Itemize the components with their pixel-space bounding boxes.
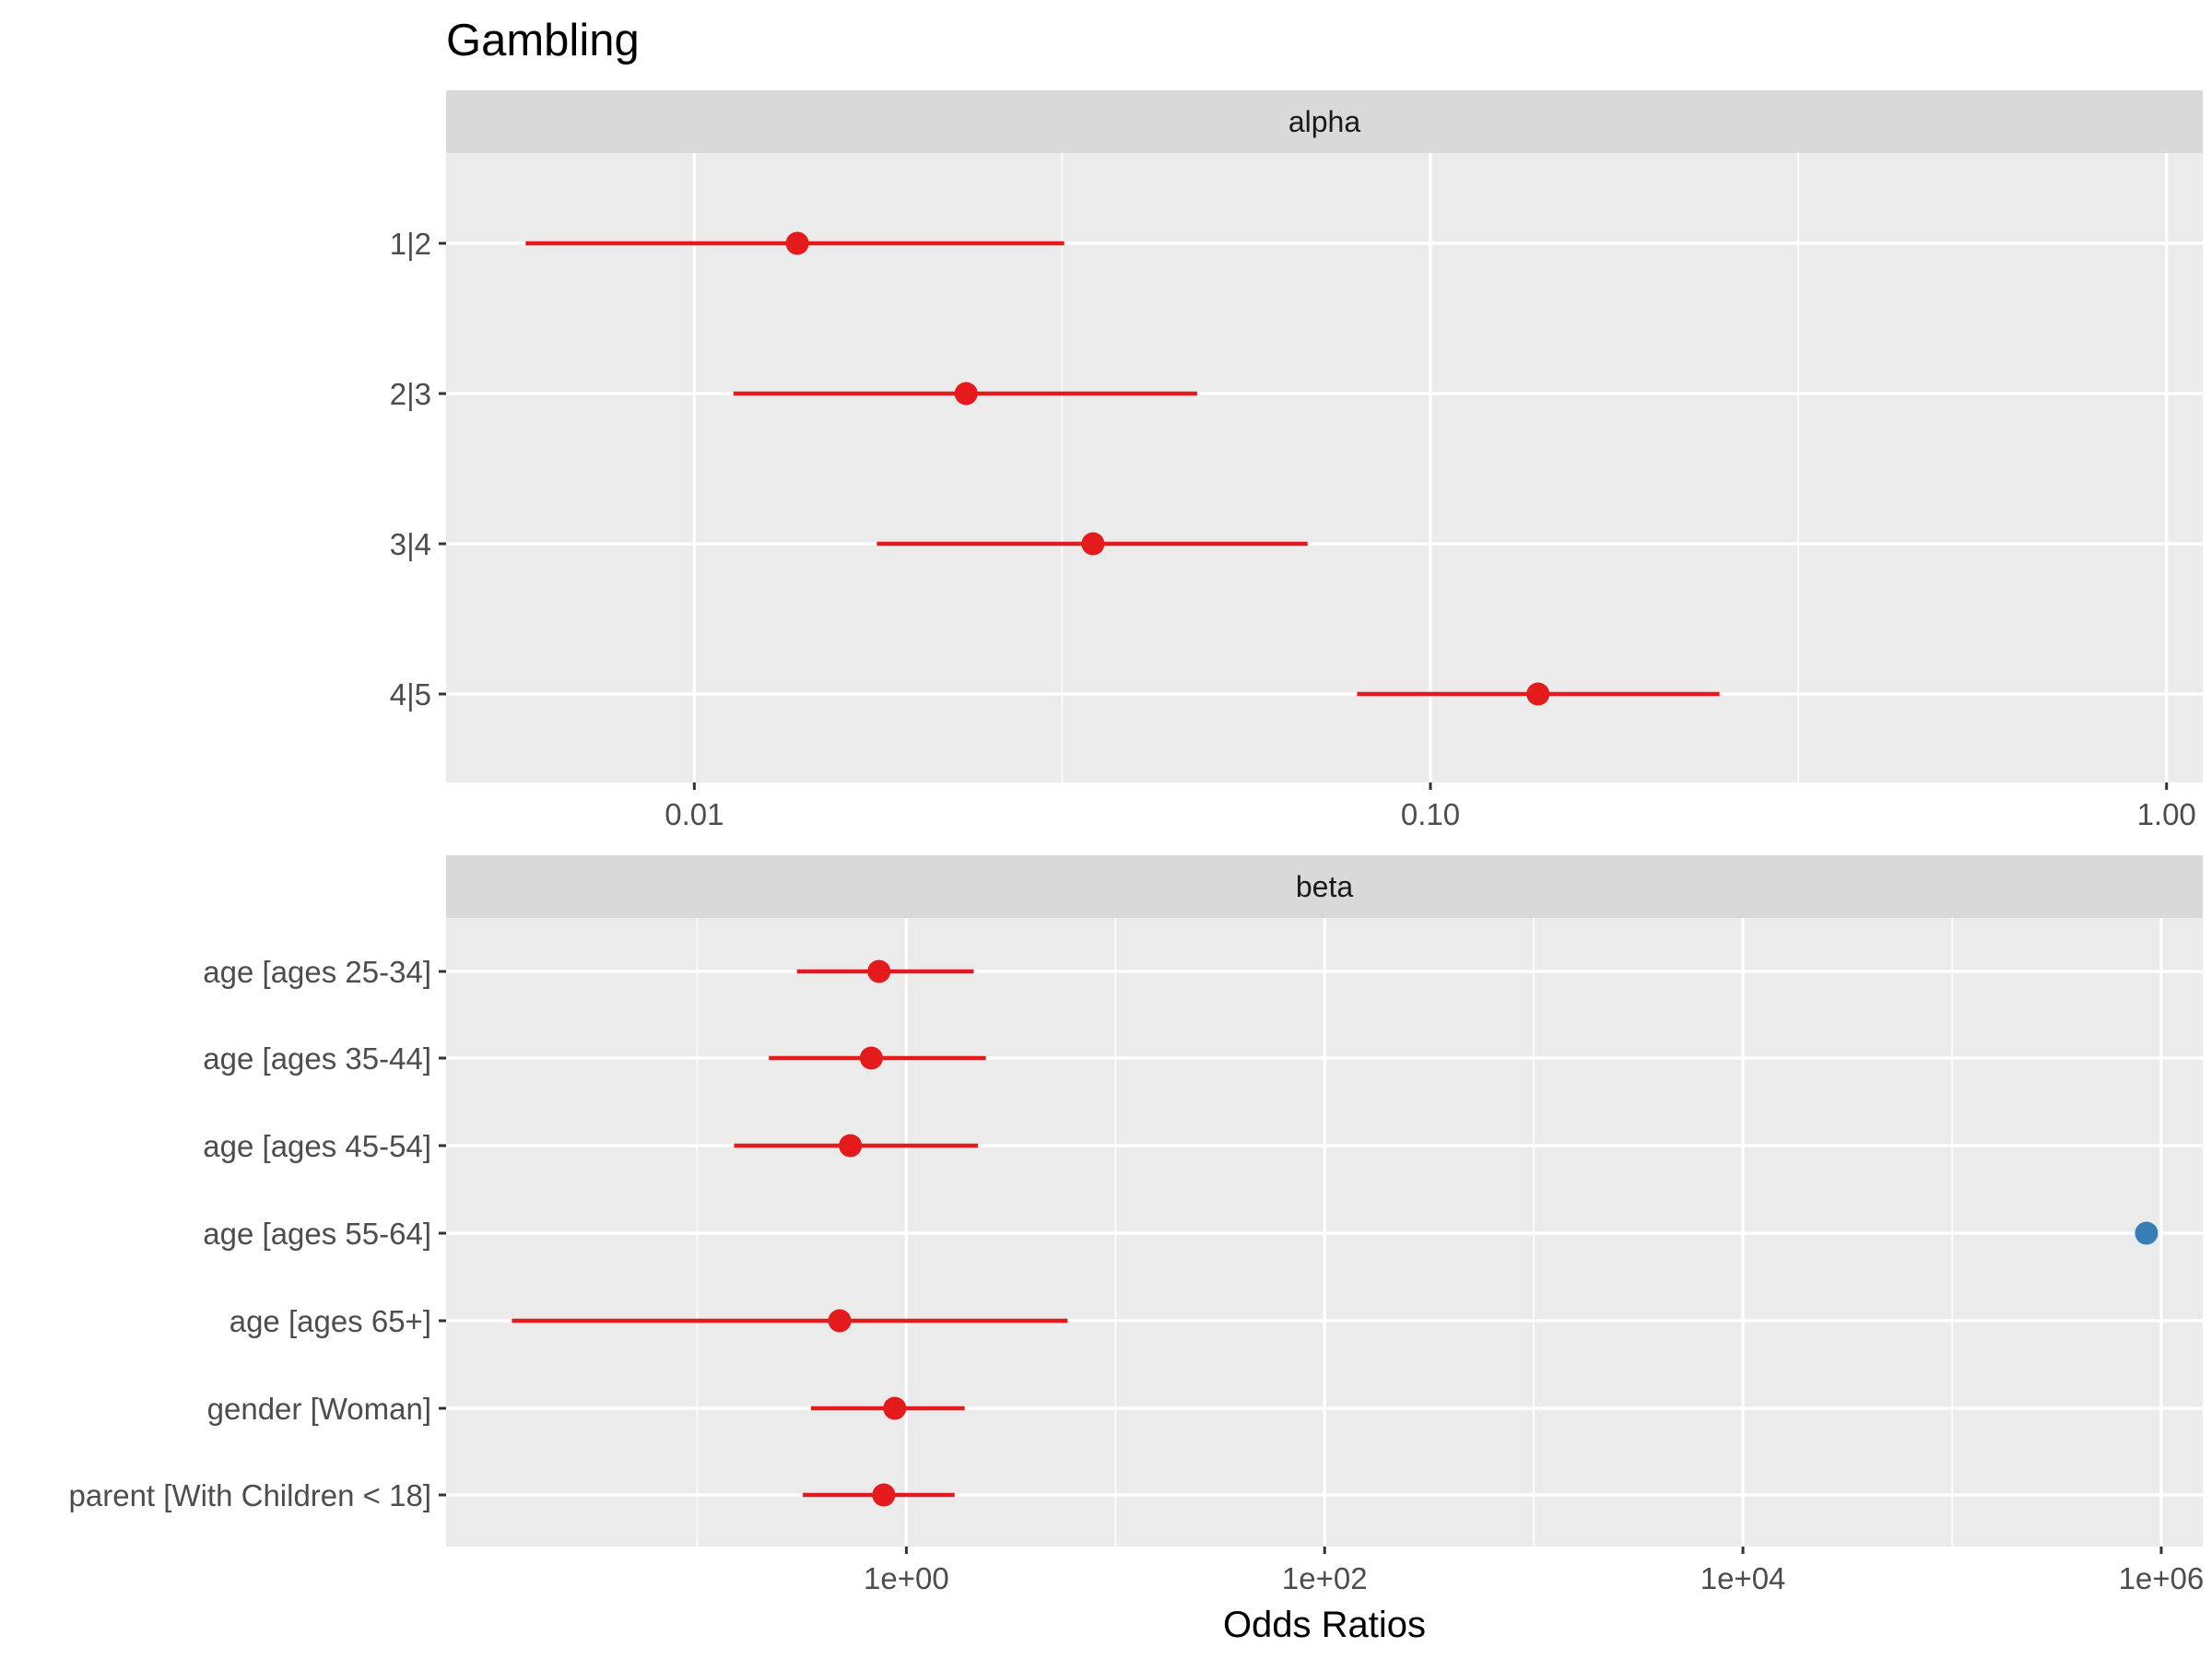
x-tick-label: 1e+00 bbox=[864, 1561, 949, 1595]
x-tick-label: 1e+04 bbox=[1700, 1561, 1786, 1595]
panel-alpha-grid bbox=[446, 153, 2203, 782]
x-axis-title: Odds Ratios bbox=[1223, 1605, 1426, 1645]
panel-alpha-marks bbox=[525, 231, 1720, 706]
x-tick-label: 1e+02 bbox=[1282, 1561, 1368, 1595]
y-tick-label: age [ages 45-54] bbox=[203, 1129, 431, 1163]
strip-beta-label: beta bbox=[1296, 870, 1353, 903]
panel-beta-axes: 1e+00 1e+02 1e+04 1e+06 age [ages 25-34] age … bbox=[69, 955, 2205, 1595]
panel-alpha: alpha 0.01 0.10 1.00 1|2 2|3 3|4 4|5 bbox=[390, 90, 2203, 831]
y-tick-label: age [ages 55-64] bbox=[203, 1217, 431, 1251]
estimate-point bbox=[859, 1046, 883, 1070]
panel-beta: beta 1e+00 1e+02 1e+04 1e+06 age [ages 25-34… bbox=[69, 855, 2205, 1595]
panel-alpha-background bbox=[446, 153, 2203, 782]
estimate-point bbox=[2135, 1221, 2159, 1245]
y-tick-label: age [ages 35-44] bbox=[203, 1041, 431, 1076]
y-tick-label: age [ages 25-34] bbox=[203, 955, 431, 989]
estimate-point bbox=[1081, 532, 1105, 556]
y-tick-label: 2|3 bbox=[390, 377, 431, 411]
estimate-point bbox=[883, 1396, 907, 1420]
y-tick-label: 4|5 bbox=[390, 677, 431, 712]
strip-alpha-background bbox=[446, 90, 2203, 153]
estimate-point bbox=[828, 1309, 852, 1333]
panel-beta-marks bbox=[512, 959, 2159, 1507]
y-tick-label: gender [Woman] bbox=[207, 1392, 431, 1426]
chart-title: Gambling bbox=[446, 16, 640, 65]
x-tick-label: 0.10 bbox=[1401, 797, 1460, 831]
panel-alpha-axes: 0.01 0.10 1.00 1|2 2|3 3|4 4|5 bbox=[390, 227, 2196, 831]
x-tick-label: 1e+06 bbox=[2119, 1561, 2205, 1595]
y-tick-label: 3|4 bbox=[390, 527, 431, 561]
estimate-point bbox=[1526, 682, 1550, 706]
y-tick-label: 1|2 bbox=[390, 227, 431, 261]
estimate-point bbox=[872, 1483, 896, 1507]
strip-beta-background bbox=[446, 855, 2203, 918]
x-tick-label: 1.00 bbox=[2137, 797, 2196, 831]
estimate-point bbox=[785, 231, 809, 255]
estimate-point bbox=[867, 959, 891, 983]
x-tick-label: 0.01 bbox=[665, 797, 724, 831]
estimate-point bbox=[839, 1134, 863, 1158]
y-tick-label: age [ages 65+] bbox=[229, 1304, 431, 1338]
y-tick-label: parent [With Children < 18] bbox=[69, 1478, 431, 1512]
strip-alpha-label: alpha bbox=[1288, 105, 1361, 138]
estimate-point bbox=[954, 382, 978, 406]
